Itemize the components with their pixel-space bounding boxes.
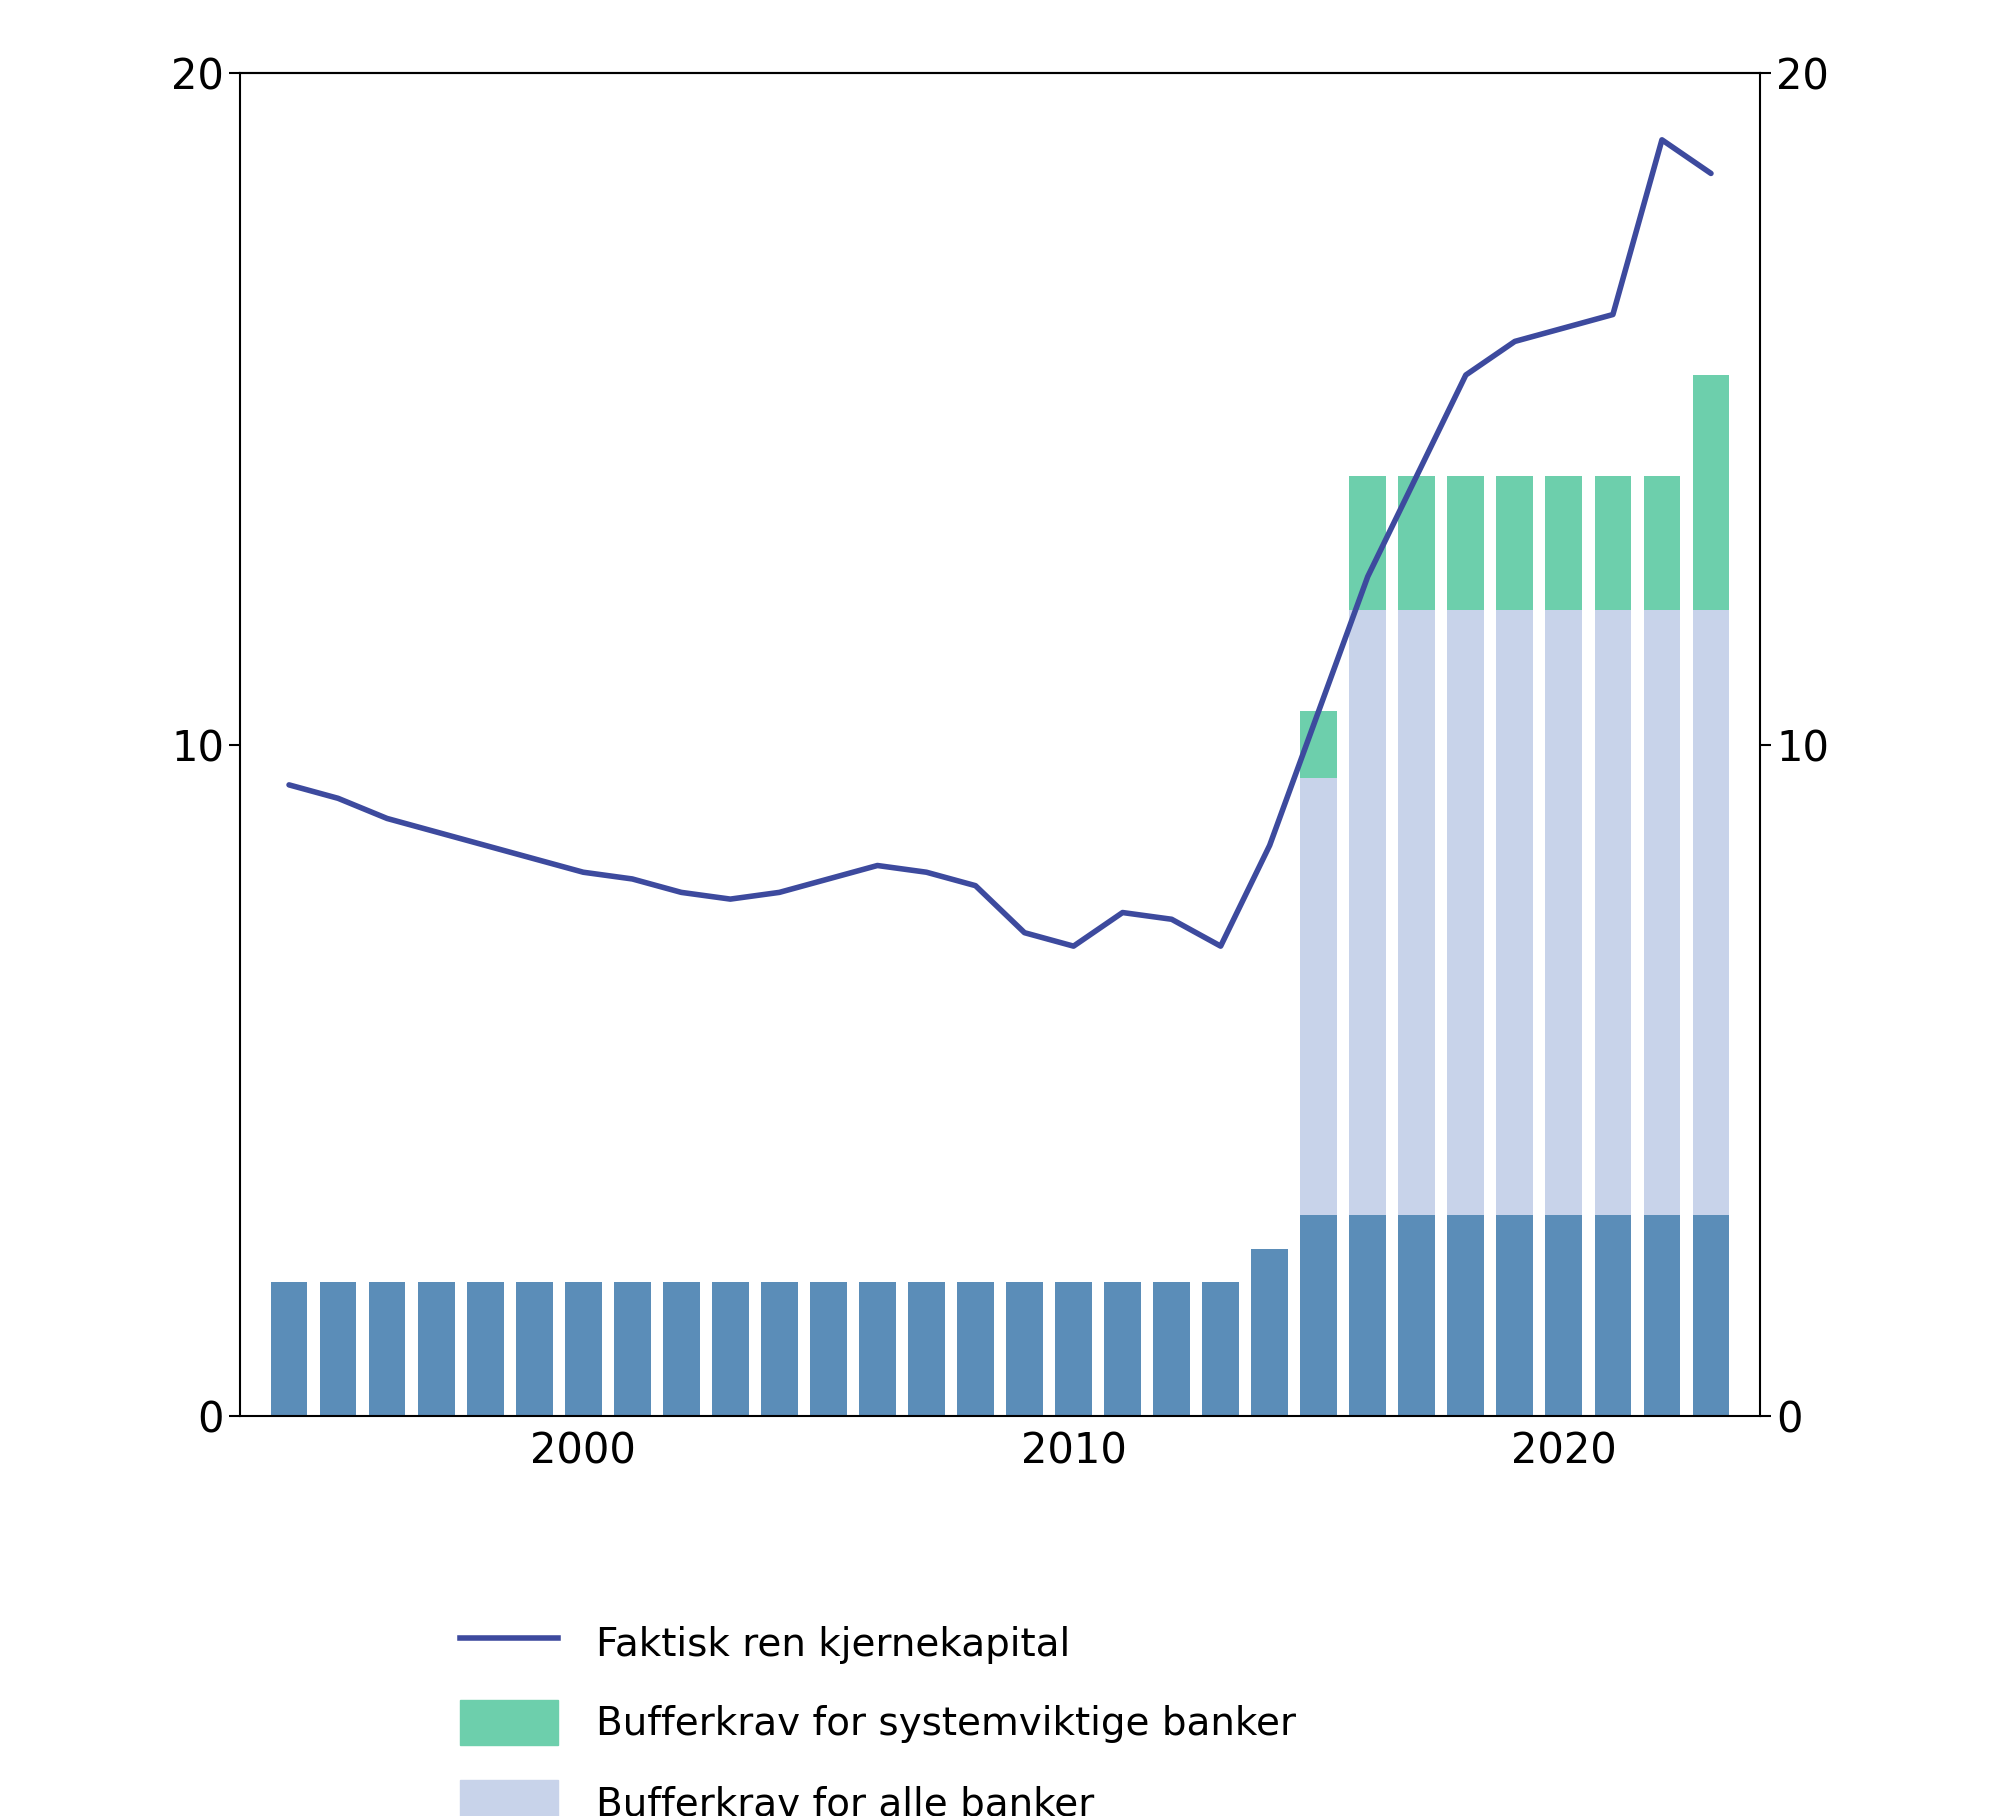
Legend: Faktisk ren kjernekapital, Bufferkrav for systemviktige banker, Bufferkrav for a: Faktisk ren kjernekapital, Bufferkrav fo… — [444, 1605, 1312, 1816]
Bar — [1154, 1282, 1190, 1416]
Bar — [958, 1282, 994, 1416]
Bar — [1252, 1249, 1288, 1416]
Bar — [1496, 610, 1534, 1215]
Bar — [1300, 1215, 1338, 1416]
Bar — [908, 1282, 944, 1416]
Bar — [1496, 476, 1534, 610]
Bar — [1594, 1215, 1632, 1416]
Bar — [1496, 1215, 1534, 1416]
Bar — [1692, 610, 1730, 1215]
Bar — [1350, 476, 1386, 610]
Bar — [320, 1282, 356, 1416]
Bar — [1448, 1215, 1484, 1416]
Bar — [1644, 610, 1680, 1215]
Bar — [1644, 1215, 1680, 1416]
Bar — [368, 1282, 406, 1416]
Bar — [1056, 1282, 1092, 1416]
Bar — [662, 1282, 700, 1416]
Bar — [1644, 476, 1680, 610]
Bar — [1398, 610, 1436, 1215]
Bar — [1546, 1215, 1582, 1416]
Bar — [270, 1282, 308, 1416]
Bar — [418, 1282, 454, 1416]
Bar — [1546, 610, 1582, 1215]
Bar — [1104, 1282, 1140, 1416]
Bar — [1448, 476, 1484, 610]
Bar — [712, 1282, 748, 1416]
Bar — [1350, 1215, 1386, 1416]
Bar — [1448, 610, 1484, 1215]
Bar — [1594, 476, 1632, 610]
Bar — [1202, 1282, 1240, 1416]
Bar — [860, 1282, 896, 1416]
Bar — [1692, 376, 1730, 610]
Bar — [1594, 610, 1632, 1215]
Bar — [810, 1282, 846, 1416]
Bar — [516, 1282, 552, 1416]
Bar — [1692, 1215, 1730, 1416]
Bar — [614, 1282, 650, 1416]
Bar — [1300, 712, 1338, 777]
Bar — [564, 1282, 602, 1416]
Bar — [1350, 610, 1386, 1215]
Bar — [1398, 476, 1436, 610]
Bar — [1300, 777, 1338, 1215]
Bar — [760, 1282, 798, 1416]
Bar — [1398, 1215, 1436, 1416]
Bar — [1006, 1282, 1042, 1416]
Bar — [1546, 476, 1582, 610]
Bar — [466, 1282, 504, 1416]
